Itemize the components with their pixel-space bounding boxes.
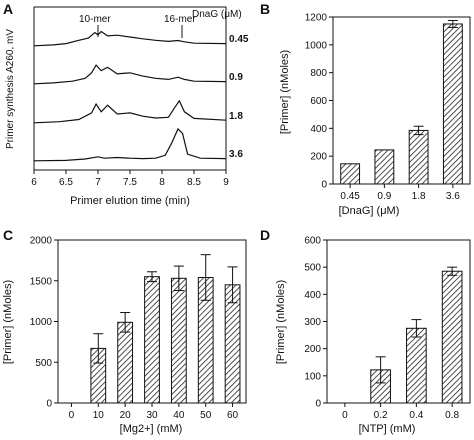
mg-x-axis-label: [Mg2+] (mM): [120, 423, 183, 435]
dnag-bar: [442, 23, 463, 185]
chromatogram-x-axis-label: Primer elution time (min): [70, 195, 190, 207]
y-tick-label: 0: [321, 180, 327, 191]
chromatogram-trace: [33, 99, 227, 124]
chromatogram-x-ticks: 6 6.5 7 7.5 8 8.5 9: [31, 170, 229, 188]
x-tick-label: 0: [69, 410, 75, 421]
x-tick-label: 60: [227, 410, 239, 421]
x-tick-label: 8: [159, 177, 165, 188]
x-tick-label: 0.45: [340, 191, 360, 202]
x-tick-label: 6: [31, 177, 37, 188]
x-tick-label: 40: [173, 410, 185, 421]
x-tick-label: 9: [223, 177, 229, 188]
ntp-bar: [406, 327, 427, 404]
chromatogram-annotation-10mer: 10-mer: [79, 14, 111, 25]
y-tick-label: 400: [304, 290, 321, 301]
x-tick-label: 30: [146, 410, 158, 421]
x-tick-label: 7: [95, 177, 101, 188]
chromatogram-frame: [33, 6, 227, 171]
y-tick-label: 0: [315, 399, 321, 410]
chromatogram-trace: [33, 64, 227, 85]
panel-letter-b: B: [260, 1, 270, 17]
chromatogram-trace: [33, 127, 227, 162]
mg-bar: [117, 321, 134, 404]
mg-bar: [144, 276, 160, 404]
x-tick-label: 1.8: [412, 191, 426, 202]
ntp-x-axis-label: [NTP] (mM): [359, 423, 416, 435]
x-tick-label: 10: [93, 410, 105, 421]
y-tick-label: 200: [310, 152, 327, 163]
y-tick-label: 1500: [30, 276, 53, 287]
x-tick-label: 8.5: [187, 177, 201, 188]
y-tick-label: 1000: [30, 317, 53, 328]
x-tick-label: 0: [342, 410, 348, 421]
chromatogram-series-label: 3.6: [229, 149, 243, 160]
dnag-x-axis-label: [DnaG] (μM): [339, 205, 400, 217]
x-tick-label: 0.4: [409, 410, 423, 421]
y-tick-label: 1200: [305, 13, 328, 24]
ntp-bar-panel: [NTP] (mM) [Primer] (nMoles) 0 100 200 300 4…: [275, 236, 471, 435]
x-tick-label: 20: [120, 410, 132, 421]
chromatogram-series-label: 0.9: [229, 72, 243, 83]
chromatogram-traces: 0.45 0.9 1.8 3.6: [33, 30, 249, 162]
chromatogram-series-label: 1.8: [229, 111, 243, 122]
x-tick-label: 0.8: [445, 410, 459, 421]
y-tick-label: 200: [304, 344, 321, 355]
chromatogram-y-axis-label: Primer synthesis A260, mV: [5, 29, 16, 149]
dnag-bar: [340, 163, 361, 185]
chromatogram-legend-title: DnaG (μM): [192, 9, 242, 20]
mg-y-axis-label: [Primer] (nMoles): [2, 280, 14, 364]
y-tick-label: 800: [310, 68, 327, 79]
chromatogram-annotation-16mer: 16-mer: [164, 14, 196, 25]
dnag-bar: [408, 129, 429, 185]
chromatogram-trace: [33, 30, 227, 47]
ntp-bar: [441, 270, 463, 404]
panel-letter-a: A: [3, 1, 13, 17]
y-tick-label: 400: [310, 124, 327, 135]
chromatogram-series-label: 0.45: [229, 34, 249, 45]
mg-bar-panel: [Mg2+] (mM) [Primer] (nMoles) 0500100015…: [2, 236, 247, 435]
x-tick-label: 3.6: [446, 191, 460, 202]
mg-bar: [170, 277, 187, 404]
y-tick-label: 300: [304, 317, 321, 328]
y-tick-label: 600: [310, 96, 327, 107]
y-tick-label: 500: [304, 263, 321, 274]
chromatogram-panel: 0.45 0.9 1.8 3.6 6 6.5 7 7.5 8 8.5 9 10-mer 16-me…: [5, 6, 249, 207]
y-tick-label: 500: [35, 358, 52, 369]
ntp-y-axis-label: [Primer] (nMoles): [275, 280, 287, 364]
dnag-y-axis-label: [Primer] (nMoles): [279, 50, 291, 134]
y-tick-label: 100: [304, 371, 321, 382]
panel-letter-c: C: [3, 227, 13, 243]
x-tick-label: 0.2: [374, 410, 388, 421]
dnag-bar-panel: [DnaG] (μM) [Primer] (nMoles) 0 200 400 600…: [279, 13, 471, 217]
y-tick-label: 2000: [30, 236, 53, 247]
x-tick-label: 6.5: [59, 177, 73, 188]
x-tick-label: 0.9: [377, 191, 391, 202]
panel-letter-d: D: [260, 227, 270, 243]
x-tick-label: 7.5: [123, 177, 137, 188]
x-tick-label: 50: [200, 410, 212, 421]
y-tick-label: 0: [46, 399, 52, 410]
dnag-bar: [374, 149, 395, 185]
y-tick-label: 600: [304, 236, 321, 247]
y-tick-label: 1000: [305, 40, 328, 51]
